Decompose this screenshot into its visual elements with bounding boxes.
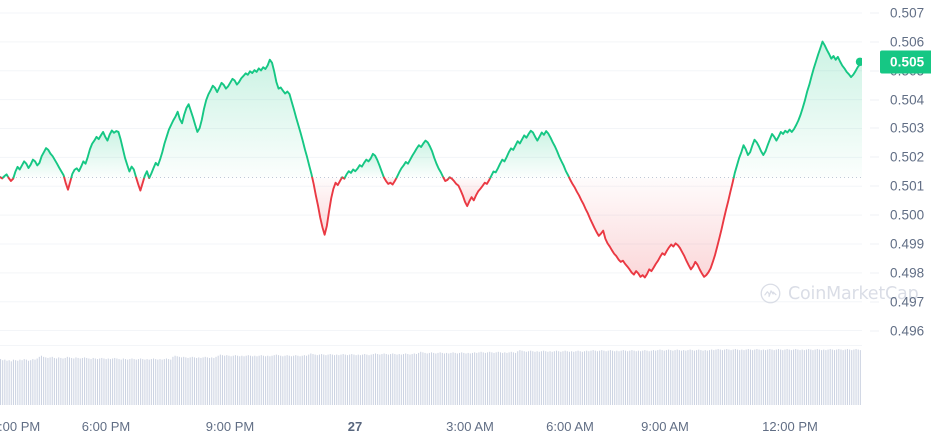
y-axis-tick-label: 0.501 bbox=[890, 178, 925, 194]
y-axis-tick-mark bbox=[870, 41, 879, 43]
y-axis-tick-label: 0.504 bbox=[890, 92, 925, 108]
y-axis-tick-label: 0.503 bbox=[890, 120, 925, 136]
y-axis-tick-mark bbox=[870, 99, 879, 101]
price-plot-area[interactable] bbox=[0, 0, 862, 345]
y-axis-tick-mark bbox=[870, 185, 879, 187]
volume-divider bbox=[0, 345, 862, 346]
y-axis-tick-mark bbox=[870, 214, 879, 216]
x-axis: 3:00 PM 6:00 PM 9:00 PM 27 3:00 AM 6:00 AM 9:0… bbox=[0, 405, 931, 445]
y-axis-tick-label: 0.500 bbox=[890, 207, 925, 223]
current-price-marker bbox=[855, 57, 862, 66]
x-axis-tick-label: 3:00 AM bbox=[446, 419, 494, 434]
area-fills bbox=[0, 41, 862, 278]
current-price-badge: 0.505 bbox=[880, 50, 931, 74]
y-axis-tick-label: 0.496 bbox=[890, 323, 925, 339]
volume-plot-area[interactable] bbox=[0, 345, 862, 405]
y-axis-tick-mark bbox=[870, 12, 879, 14]
y-axis-tick-label: 0.502 bbox=[890, 149, 925, 165]
y-axis-tick-label: 0.497 bbox=[890, 294, 925, 310]
y-axis-tick-mark bbox=[870, 156, 879, 158]
x-axis-tick-label: 9:00 AM bbox=[641, 419, 689, 434]
y-axis-tick-label: 0.499 bbox=[890, 236, 925, 252]
x-axis-tick-label: 27 bbox=[347, 419, 363, 434]
y-axis-tick-mark bbox=[870, 272, 879, 274]
price-line-svg bbox=[0, 12, 862, 332]
x-axis-tick-label: 6:00 PM bbox=[81, 419, 131, 434]
y-axis-tick-label: 0.506 bbox=[890, 34, 925, 50]
y-axis-tick-label: 0.498 bbox=[890, 265, 925, 281]
y-axis-tick-mark bbox=[870, 301, 879, 303]
volume-bars-svg bbox=[0, 349, 861, 405]
volume-bars bbox=[0, 349, 861, 405]
x-axis-tick-label: 12:00 PM bbox=[762, 419, 818, 434]
price-lines bbox=[0, 40, 862, 279]
x-axis-tick-label: 6:00 AM bbox=[546, 419, 594, 434]
y-axis-tick-label: 0.507 bbox=[890, 5, 925, 21]
x-axis-tick-label: 3:00 PM bbox=[0, 419, 41, 434]
y-axis-tick-mark bbox=[870, 70, 879, 72]
y-axis-tick-mark bbox=[870, 243, 879, 245]
y-axis-tick-mark bbox=[870, 330, 879, 332]
x-axis-tick-label: 9:00 PM bbox=[205, 419, 255, 434]
y-axis-tick-mark bbox=[870, 127, 879, 129]
